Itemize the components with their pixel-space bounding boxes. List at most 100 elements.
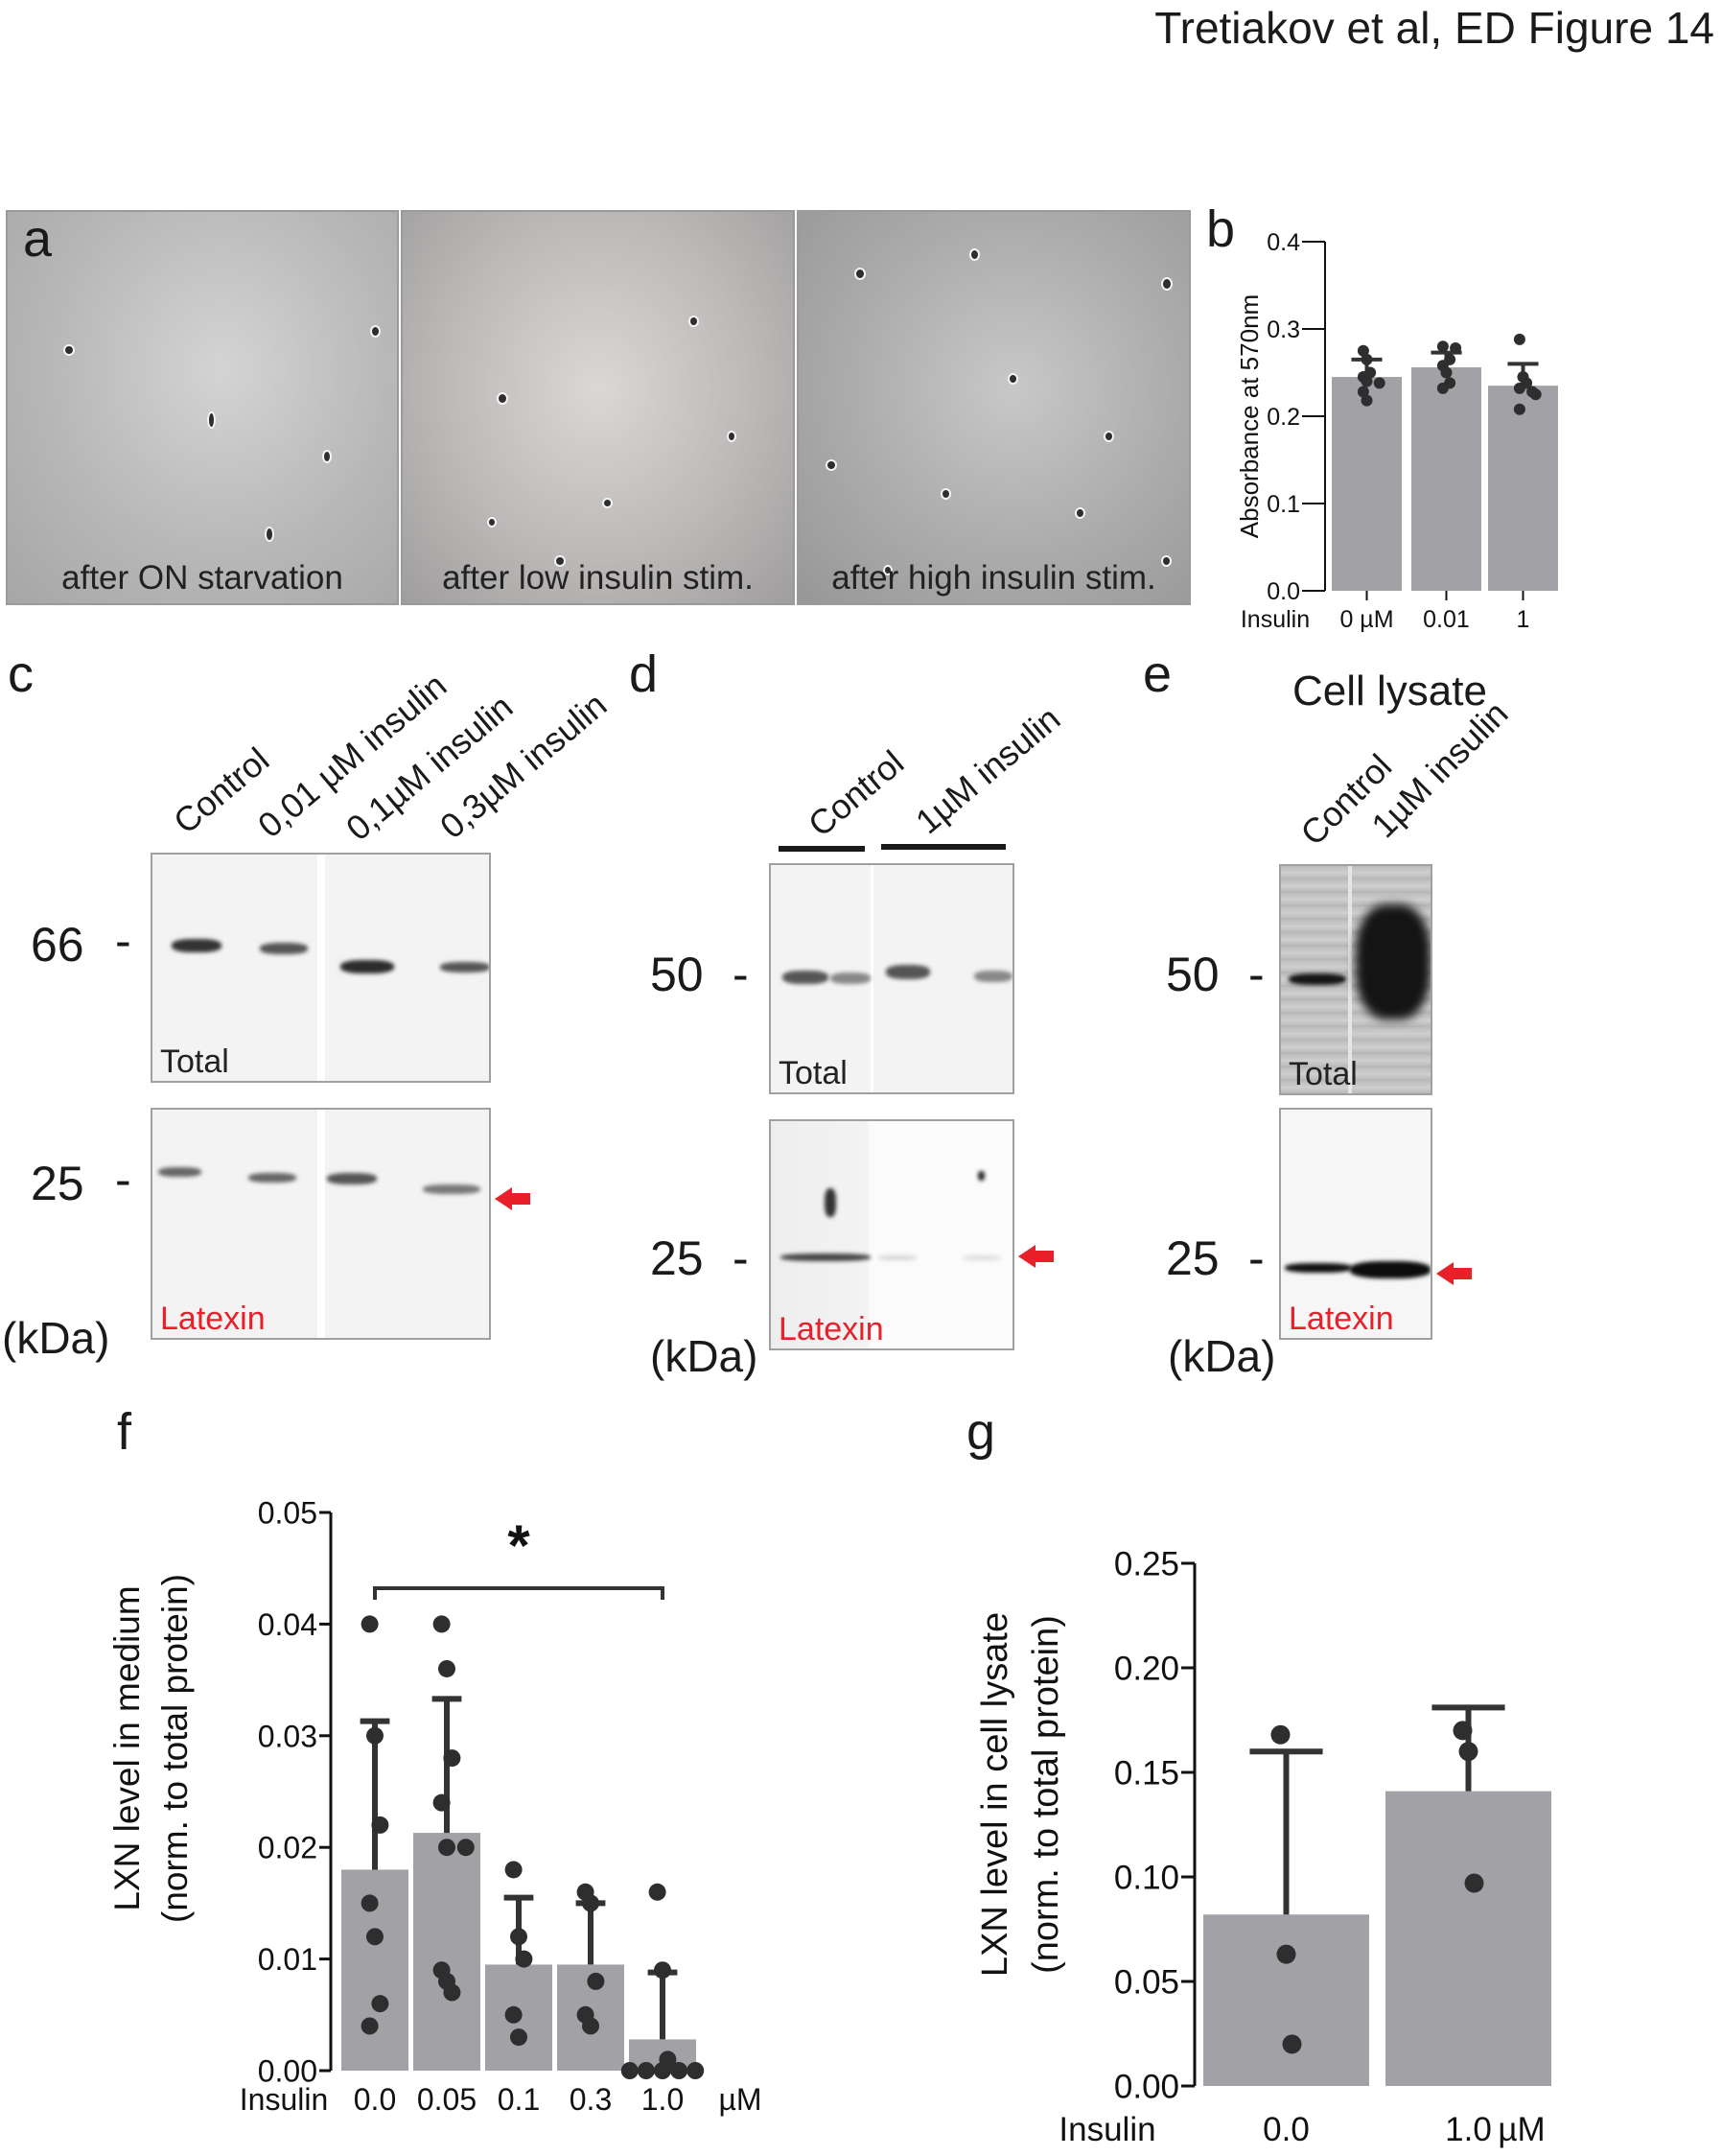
bar xyxy=(413,1833,480,2071)
x-tick-label: 0 µM xyxy=(1339,606,1393,633)
lane-group-bar xyxy=(881,844,1006,850)
data-point xyxy=(510,2028,527,2047)
data-point xyxy=(443,1983,461,2002)
panel-letter-d: d xyxy=(629,645,659,703)
data-point xyxy=(366,1928,384,1946)
panel-letter-a: a xyxy=(23,210,53,268)
blot-e-total: Total xyxy=(1279,864,1432,1095)
data-point xyxy=(438,1659,455,1677)
y-tick-label: 0.25 xyxy=(1114,1546,1179,1583)
y-tick-label: 0.03 xyxy=(258,1719,317,1753)
y-tick-label: 0.2 xyxy=(1267,404,1300,431)
data-point xyxy=(582,1894,599,1912)
x-tick-label: 1 xyxy=(1517,606,1530,633)
micrograph-caption: after low insulin stim. xyxy=(442,559,754,597)
y-tick-label: 0.05 xyxy=(258,1496,317,1531)
data-point xyxy=(1357,386,1369,398)
blot-c-total: Total xyxy=(151,853,491,1083)
y-axis-label: (norm. to total protein) xyxy=(1026,1615,1066,1974)
data-point xyxy=(1458,1742,1478,1762)
x-tick-label: 1.0 xyxy=(641,2082,684,2117)
data-point xyxy=(1361,375,1373,387)
y-tick-label: 0.05 xyxy=(1114,1964,1179,2002)
y-tick-label: 0.00 xyxy=(258,2054,317,2089)
data-point xyxy=(366,1726,384,1745)
kda-unit: (kDa) xyxy=(650,1331,758,1381)
data-point xyxy=(1513,403,1525,415)
data-point xyxy=(1436,382,1449,394)
data-point xyxy=(1436,340,1449,353)
y-tick-label: 0.02 xyxy=(258,1831,317,1865)
data-point xyxy=(504,2005,523,2024)
data-point xyxy=(438,1839,455,1857)
blot-label-total: Total xyxy=(160,1043,229,1080)
significance-bracket xyxy=(373,1586,664,1600)
y-axis-label: (norm. to total protein) xyxy=(155,1574,195,1923)
data-point xyxy=(510,1928,527,1946)
y-tick-label: 0.04 xyxy=(258,1607,317,1642)
x-axis-prefix: Insulin xyxy=(1059,2111,1155,2148)
bar xyxy=(1411,367,1481,591)
data-point xyxy=(432,1615,451,1633)
y-tick-label: 0.3 xyxy=(1267,316,1300,343)
blot-label-latexin: Latexin xyxy=(160,1301,266,1337)
data-point xyxy=(1357,344,1369,357)
y-axis-label: Absorbance at 570nm xyxy=(1235,294,1264,538)
y-tick-label: 0.0 xyxy=(1267,578,1300,605)
panel-letter-g: g xyxy=(966,1403,996,1461)
marker-25: 25 xyxy=(31,1157,84,1210)
y-axis-label: LXN level in cell lysate xyxy=(975,1612,1015,1977)
cell-lysate-heading: Cell lysate xyxy=(1292,668,1487,715)
y-tick-label: 0.20 xyxy=(1114,1651,1179,1688)
marker-dash: - xyxy=(733,1231,749,1285)
micrograph-caption: after high insulin stim. xyxy=(831,559,1156,597)
data-point xyxy=(1270,1724,1291,1745)
blot-label-latexin: Latexin xyxy=(1289,1301,1394,1337)
marker-dash: - xyxy=(1248,1231,1265,1285)
marker-66: 66 xyxy=(31,918,84,972)
data-point xyxy=(1361,353,1373,365)
data-point xyxy=(648,1883,666,1901)
marker-50: 50 xyxy=(650,948,704,1001)
x-tick-label: 0.3 xyxy=(570,2082,612,2117)
data-point xyxy=(620,2062,639,2079)
x-tick-label: 1.0 xyxy=(1445,2111,1492,2148)
marker-25: 25 xyxy=(650,1231,704,1285)
data-point xyxy=(371,1816,389,1834)
data-point xyxy=(1450,342,1462,355)
bar xyxy=(1385,1791,1551,2086)
data-point xyxy=(504,1861,523,1879)
x-tick-label: 0.0 xyxy=(354,2082,396,2117)
x-axis-prefix: Insulin xyxy=(240,2082,329,2117)
data-point xyxy=(670,2062,688,2079)
y-tick-label: 0.00 xyxy=(1114,2069,1179,2106)
data-point xyxy=(1276,1944,1296,1964)
data-point xyxy=(371,1995,389,2013)
x-axis-prefix: Insulin xyxy=(1241,606,1310,633)
bar xyxy=(1203,1914,1369,2086)
panel-letter-e: e xyxy=(1143,645,1173,703)
data-point xyxy=(1529,388,1542,401)
data-point xyxy=(1513,382,1525,394)
micrograph-high-insulin: after high insulin stim. xyxy=(797,210,1191,605)
y-tick-label: 0.4 xyxy=(1267,229,1300,256)
data-point xyxy=(686,2062,705,2079)
data-point xyxy=(432,1793,451,1812)
data-point xyxy=(361,1894,379,1912)
data-point xyxy=(515,1950,533,1968)
x-tick-label: 0.0 xyxy=(1263,2111,1310,2148)
x-tick-label: 0.05 xyxy=(417,2082,477,2117)
y-tick-label: 0.10 xyxy=(1114,1860,1179,1897)
micrograph-caption: after ON starvation xyxy=(61,559,343,597)
data-point xyxy=(637,2062,655,2079)
micrograph-low-insulin: after low insulin stim. xyxy=(401,210,795,605)
data-point xyxy=(654,1961,671,1980)
marker-50: 50 xyxy=(1166,948,1220,1001)
data-point xyxy=(1361,394,1373,407)
bar xyxy=(1488,386,1558,591)
panel-letter-c: c xyxy=(8,645,34,703)
data-point xyxy=(456,1839,475,1857)
data-point xyxy=(361,2017,379,2035)
data-point xyxy=(361,1615,379,1633)
